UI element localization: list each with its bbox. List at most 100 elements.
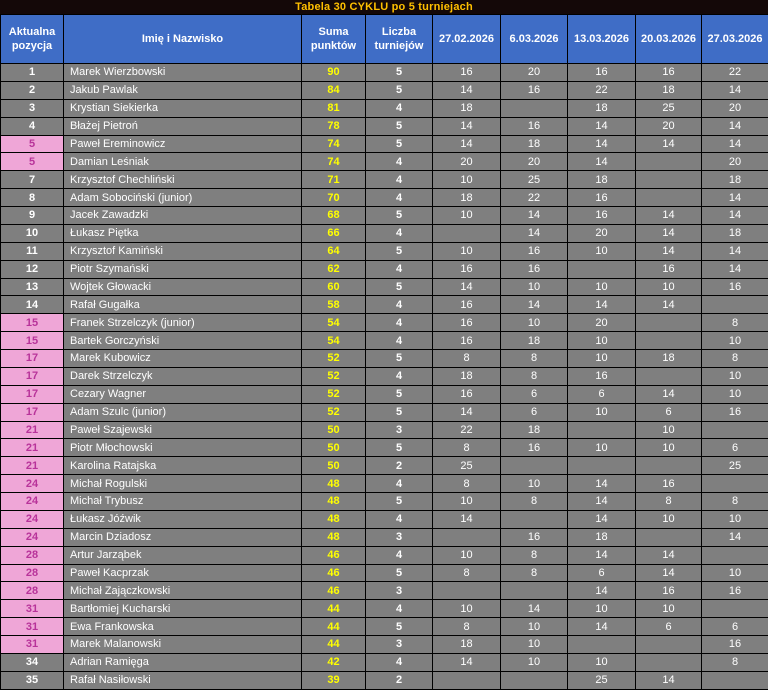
tournaments-cell: 4 <box>366 653 433 671</box>
score-cell: 18 <box>568 99 636 117</box>
name-cell: Jakub Pawlak <box>64 81 302 99</box>
score-cell: 10 <box>702 385 768 403</box>
points-cell: 54 <box>302 314 366 332</box>
tournaments-cell: 5 <box>366 493 433 511</box>
score-cell: 14 <box>568 135 636 153</box>
points-cell: 78 <box>302 117 366 135</box>
score-cell <box>702 546 768 564</box>
score-cell: 14 <box>636 671 702 689</box>
name-cell: Błażej Pietroń <box>64 117 302 135</box>
score-cell: 20 <box>702 153 768 171</box>
score-cell: 14 <box>702 117 768 135</box>
position-cell: 17 <box>1 350 64 368</box>
score-cell <box>636 171 702 189</box>
name-cell: Artur Jarząbek <box>64 546 302 564</box>
points-cell: 64 <box>302 242 366 260</box>
score-cell: 14 <box>568 296 636 314</box>
position-cell: 24 <box>1 510 64 528</box>
score-cell: 10 <box>702 367 768 385</box>
tournaments-cell: 4 <box>366 260 433 278</box>
score-cell: 14 <box>636 224 702 242</box>
score-cell: 6 <box>636 618 702 636</box>
score-cell: 14 <box>636 564 702 582</box>
position-cell: 1 <box>1 64 64 82</box>
score-cell: 20 <box>636 117 702 135</box>
tournaments-cell: 4 <box>366 189 433 207</box>
tournaments-cell: 4 <box>366 510 433 528</box>
tournaments-cell: 4 <box>366 546 433 564</box>
position-cell: 21 <box>1 439 64 457</box>
score-cell: 20 <box>702 99 768 117</box>
score-cell: 8 <box>433 564 501 582</box>
score-cell <box>501 582 568 600</box>
position-cell: 17 <box>1 403 64 421</box>
name-cell: Darek Strzelczyk <box>64 367 302 385</box>
score-cell: 8 <box>702 653 768 671</box>
points-cell: 48 <box>302 528 366 546</box>
tournaments-cell: 5 <box>366 564 433 582</box>
score-cell: 18 <box>433 189 501 207</box>
points-cell: 74 <box>302 153 366 171</box>
position-cell: 31 <box>1 618 64 636</box>
score-cell <box>568 421 636 439</box>
score-cell: 14 <box>636 385 702 403</box>
position-cell: 11 <box>1 242 64 260</box>
score-cell: 16 <box>433 332 501 350</box>
position-cell: 28 <box>1 546 64 564</box>
score-cell: 14 <box>568 546 636 564</box>
points-cell: 50 <box>302 421 366 439</box>
score-cell: 18 <box>702 171 768 189</box>
position-cell: 12 <box>1 260 64 278</box>
score-cell: 14 <box>568 153 636 171</box>
score-cell: 16 <box>433 260 501 278</box>
score-cell: 8 <box>702 493 768 511</box>
score-cell: 14 <box>568 618 636 636</box>
score-cell: 14 <box>433 81 501 99</box>
name-cell: Krzysztof Chechliński <box>64 171 302 189</box>
points-cell: 52 <box>302 350 366 368</box>
position-cell: 31 <box>1 600 64 618</box>
score-cell: 10 <box>702 510 768 528</box>
score-cell <box>636 314 702 332</box>
score-cell: 16 <box>702 636 768 654</box>
position-cell: 21 <box>1 421 64 439</box>
score-cell <box>433 528 501 546</box>
tournaments-cell: 4 <box>366 332 433 350</box>
name-cell: Franek Strzelczyk (junior) <box>64 314 302 332</box>
tournaments-cell: 2 <box>366 671 433 689</box>
score-cell: 8 <box>501 350 568 368</box>
score-cell: 22 <box>501 189 568 207</box>
score-cell: 14 <box>702 242 768 260</box>
position-cell: 28 <box>1 582 64 600</box>
tournaments-cell: 4 <box>366 296 433 314</box>
score-cell <box>636 189 702 207</box>
position-cell: 15 <box>1 332 64 350</box>
position-cell: 34 <box>1 653 64 671</box>
score-cell: 16 <box>568 189 636 207</box>
points-cell: 71 <box>302 171 366 189</box>
score-cell: 14 <box>433 135 501 153</box>
tournaments-cell: 4 <box>366 314 433 332</box>
score-cell: 20 <box>501 153 568 171</box>
score-cell: 20 <box>568 314 636 332</box>
position-cell: 2 <box>1 81 64 99</box>
score-cell: 10 <box>568 439 636 457</box>
name-cell: Jacek Zawadzki <box>64 207 302 225</box>
score-cell <box>501 457 568 475</box>
score-cell: 16 <box>636 260 702 278</box>
score-cell: 8 <box>433 439 501 457</box>
score-cell: 16 <box>568 64 636 82</box>
name-cell: Michał Rogulski <box>64 475 302 493</box>
score-cell: 8 <box>702 350 768 368</box>
points-cell: 58 <box>302 296 366 314</box>
score-cell: 6 <box>568 564 636 582</box>
